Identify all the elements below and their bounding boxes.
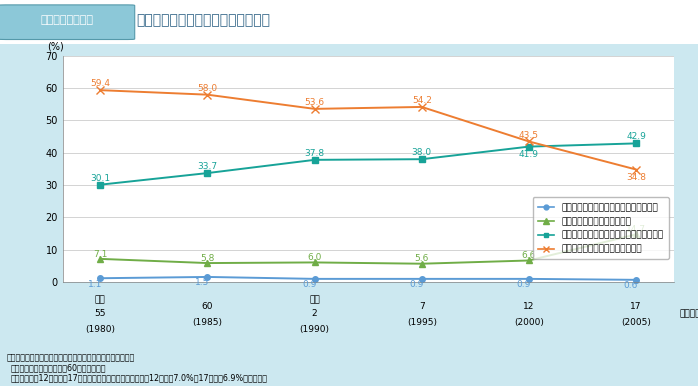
Text: 資料：内閣府「高齢者の生活と意識に関する国際比較調査」: 資料：内閣府「高齢者の生活と意識に関する国際比較調査」 bbox=[7, 354, 135, 363]
Text: 30.1: 30.1 bbox=[90, 174, 110, 183]
Text: 0.6: 0.6 bbox=[623, 281, 638, 290]
Text: (1980): (1980) bbox=[85, 325, 115, 334]
Text: 1.1: 1.1 bbox=[88, 279, 102, 289]
Text: 34.8: 34.8 bbox=[626, 173, 646, 182]
Text: (2005): (2005) bbox=[621, 318, 651, 327]
たまに会話をする程度でよい bbox=[417, 261, 426, 266]
たまに会話をする程度でよい bbox=[632, 232, 640, 237]
まったくつき合わずに生活するのがよい bbox=[632, 278, 640, 282]
Text: 6.6: 6.6 bbox=[521, 251, 536, 260]
Text: 0.9: 0.9 bbox=[409, 280, 424, 289]
いつも一緒に生活できるのがよい bbox=[203, 92, 211, 97]
まったくつき合わずに生活するのがよい bbox=[417, 276, 426, 281]
Text: (2000): (2000) bbox=[514, 318, 544, 327]
Text: (%): (%) bbox=[47, 41, 64, 51]
Line: ときどき会って食事や会話をするのがよい: ときどき会って食事や会話をするのがよい bbox=[98, 141, 639, 188]
Text: 7: 7 bbox=[419, 302, 424, 311]
いつも一緒に生活できるのがよい bbox=[96, 88, 105, 93]
Text: 高齢者の子どもや孫との付き合い方: 高齢者の子どもや孫との付き合い方 bbox=[136, 14, 270, 27]
いつも一緒に生活できるのがよい bbox=[417, 105, 426, 109]
Text: (1995): (1995) bbox=[407, 318, 437, 327]
Text: 17: 17 bbox=[630, 302, 642, 311]
Text: 33.7: 33.7 bbox=[198, 162, 218, 171]
FancyBboxPatch shape bbox=[0, 5, 135, 39]
ときどき会って食事や会話をするのがよい bbox=[417, 157, 426, 161]
Line: たまに会話をする程度でよい: たまに会話をする程度でよい bbox=[97, 231, 639, 267]
Text: 38.0: 38.0 bbox=[412, 148, 432, 157]
まったくつき合わずに生活するのがよい bbox=[96, 276, 105, 281]
Line: いつも一緒に生活できるのがよい: いつも一緒に生活できるのがよい bbox=[96, 86, 640, 174]
Text: 41.9: 41.9 bbox=[519, 150, 539, 159]
Text: 14.7: 14.7 bbox=[626, 225, 646, 234]
ときどき会って食事や会話をするのがよい bbox=[311, 157, 319, 162]
Text: (1985): (1985) bbox=[193, 318, 223, 327]
いつも一緒に生活できるのがよい bbox=[311, 107, 319, 111]
いつも一緒に生活できるのがよい bbox=[525, 139, 533, 144]
Text: 1.5: 1.5 bbox=[195, 278, 209, 287]
まったくつき合わずに生活するのがよい bbox=[525, 276, 533, 281]
たまに会話をする程度でよい bbox=[203, 261, 211, 266]
まったくつき合わずに生活するのがよい bbox=[203, 274, 211, 279]
Text: 55: 55 bbox=[94, 309, 106, 318]
Text: 12: 12 bbox=[524, 302, 535, 311]
たまに会話をする程度でよい bbox=[311, 260, 319, 265]
Text: 37.8: 37.8 bbox=[304, 149, 325, 158]
Text: 54.2: 54.2 bbox=[412, 96, 431, 105]
Text: 7.1: 7.1 bbox=[93, 249, 107, 259]
Text: 43.5: 43.5 bbox=[519, 130, 539, 139]
ときどき会って食事や会話をするのがよい bbox=[632, 141, 640, 146]
たまに会話をする程度でよい bbox=[525, 258, 533, 263]
Text: 5.8: 5.8 bbox=[200, 254, 215, 263]
Text: 6.0: 6.0 bbox=[307, 253, 322, 262]
いつも一緒に生活できるのがよい bbox=[632, 167, 640, 172]
まったくつき合わずに生活するのがよい bbox=[311, 276, 319, 281]
Text: 昭和: 昭和 bbox=[95, 295, 105, 304]
Legend: まったくつき合わずに生活するのがよい, たまに会話をする程度でよい, ときどき会って食事や会話をするのがよい, いつも一緒に生活できるのがよい: まったくつき合わずに生活するのがよい, たまに会話をする程度でよい, ときどき会… bbox=[533, 198, 669, 259]
Text: 58.0: 58.0 bbox=[198, 84, 218, 93]
ときどき会って食事や会話をするのがよい bbox=[203, 171, 211, 175]
Text: 59.4: 59.4 bbox=[90, 79, 110, 88]
Text: 0.9: 0.9 bbox=[517, 280, 530, 289]
Text: 5.6: 5.6 bbox=[415, 254, 429, 263]
Line: まったくつき合わずに生活するのがよい: まったくつき合わずに生活するのがよい bbox=[98, 274, 639, 283]
Text: 42.9: 42.9 bbox=[626, 132, 646, 141]
Text: (1990): (1990) bbox=[299, 325, 329, 334]
Text: （注１）調査対象は、全国60歳以上の男女: （注１）調査対象は、全国60歳以上の男女 bbox=[10, 364, 106, 372]
Text: 0.9: 0.9 bbox=[302, 280, 316, 289]
Text: 図１－２－１－９: 図１－２－１－９ bbox=[40, 15, 93, 25]
Text: 53.6: 53.6 bbox=[304, 98, 325, 107]
ときどき会って食事や会話をするのがよい bbox=[525, 144, 533, 149]
ときどき会って食事や会話をするのがよい bbox=[96, 182, 105, 187]
Text: （注２）平成12年度及び17年度調査には、「わからない」（12年度：7.0%、17年度：6.9%）がある。: （注２）平成12年度及び17年度調査には、「わからない」（12年度：7.0%、1… bbox=[10, 373, 267, 382]
Text: （年度）: （年度） bbox=[680, 309, 698, 318]
Text: 2: 2 bbox=[312, 309, 318, 318]
Text: 60: 60 bbox=[202, 302, 213, 311]
たまに会話をする程度でよい bbox=[96, 257, 105, 261]
Text: 平成: 平成 bbox=[309, 295, 320, 304]
